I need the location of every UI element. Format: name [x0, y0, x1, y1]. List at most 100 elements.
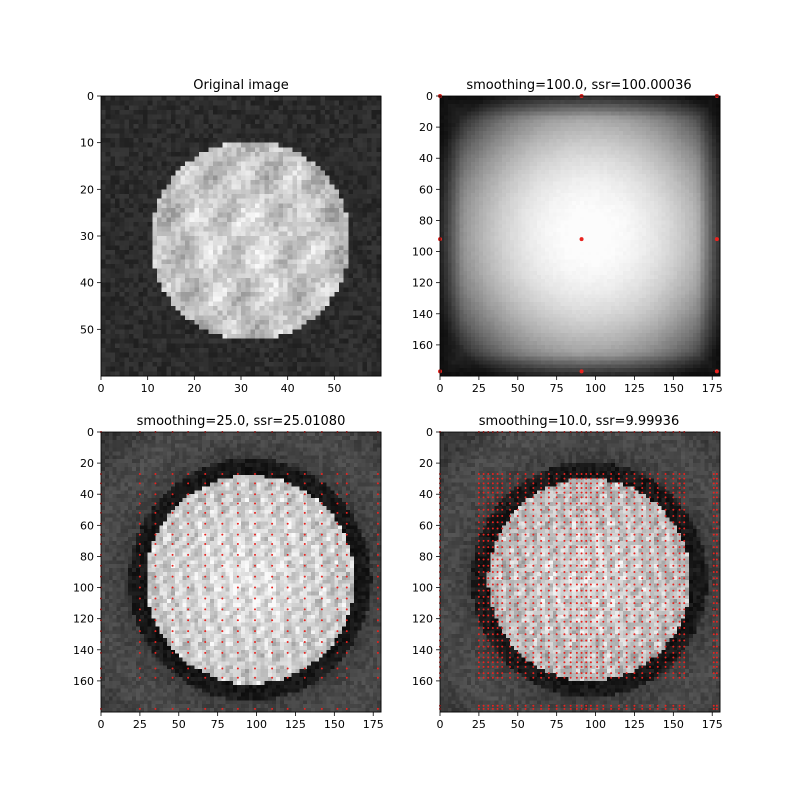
knot-point [221, 708, 223, 710]
knot-point [585, 652, 587, 654]
knot-point [483, 615, 485, 617]
knot-point [716, 621, 718, 623]
knot-point [556, 657, 558, 659]
knot-point [336, 597, 338, 599]
knot-point [346, 619, 348, 621]
knot-point [483, 515, 485, 517]
knot-point [501, 546, 503, 548]
knot-point [563, 540, 565, 542]
knot-point [618, 503, 620, 505]
knot-point [641, 571, 643, 573]
knot-point [509, 571, 511, 573]
knot-point [377, 543, 379, 545]
knot-point [641, 503, 643, 505]
knot-point [509, 496, 511, 498]
knot-point [581, 478, 583, 480]
knot-point [509, 473, 511, 475]
knot-point [610, 521, 612, 523]
knot-point [556, 627, 558, 629]
knot-point [254, 565, 256, 567]
knot-point [581, 521, 583, 523]
knot-point [596, 596, 598, 598]
knot-point [172, 708, 174, 710]
knot-point [672, 590, 674, 592]
knot-point [570, 627, 572, 629]
knot-point [563, 487, 565, 489]
knot-point [187, 534, 189, 536]
x-tick-label: 150 [324, 718, 345, 731]
knot-point [665, 627, 667, 629]
knot-point [321, 587, 323, 589]
knot-point [172, 554, 174, 556]
knot-point [626, 559, 628, 561]
knot-point [321, 667, 323, 669]
knot-point [377, 641, 379, 643]
knot-point [590, 509, 592, 511]
knot-point [540, 608, 542, 610]
knot-point [610, 672, 612, 674]
knot-point [596, 657, 598, 659]
knot-point [626, 621, 628, 623]
knot-point [304, 523, 306, 525]
knot-point [596, 627, 598, 629]
knot-point [649, 577, 651, 579]
knot-point [556, 615, 558, 617]
knot-point [187, 503, 189, 505]
knot-point [649, 559, 651, 561]
knot-point [581, 639, 583, 641]
knot-point [633, 590, 635, 592]
knot-point [221, 565, 223, 567]
knot-point [540, 657, 542, 659]
knot-point [501, 482, 503, 484]
knot-point [204, 493, 206, 495]
knot-point [610, 482, 612, 484]
knot-point [287, 708, 289, 710]
knot-point [570, 482, 572, 484]
knot-point [590, 646, 592, 648]
knot-point [626, 540, 628, 542]
knot-point [497, 492, 499, 494]
knot-point [596, 552, 598, 554]
knot-point [649, 496, 651, 498]
knot-point [154, 708, 156, 710]
knot-point [713, 633, 715, 635]
knot-point [602, 633, 604, 635]
knot-point [716, 666, 718, 668]
knot-point [683, 565, 685, 567]
knot-point [657, 583, 659, 585]
knot-point [576, 596, 578, 598]
knot-point [221, 576, 223, 578]
knot-point [581, 496, 583, 498]
knot-point [679, 590, 681, 592]
knot-point [336, 641, 338, 643]
knot-point [237, 473, 239, 475]
knot-point [570, 534, 572, 536]
knot-point [713, 608, 715, 610]
knot-point [492, 666, 494, 668]
knot-point [581, 546, 583, 548]
knot-point [581, 503, 583, 505]
knot-point [683, 482, 685, 484]
knot-point [716, 633, 718, 635]
knot-point [610, 540, 612, 542]
knot-point [610, 546, 612, 548]
knot-point [271, 587, 273, 589]
knot-point [204, 565, 206, 567]
knot-point [492, 534, 494, 536]
knot-point [509, 708, 511, 710]
knot-point [610, 487, 612, 489]
knot-point [492, 487, 494, 489]
knot-point [618, 571, 620, 573]
knot-point [525, 615, 527, 617]
knot-point [287, 641, 289, 643]
knot-point [501, 639, 503, 641]
knot-point [665, 577, 667, 579]
knot-point [602, 621, 604, 623]
knot-point [187, 565, 189, 567]
knot-point [657, 540, 659, 542]
knot-point [713, 583, 715, 585]
knot-point [540, 552, 542, 554]
knot-point [716, 473, 718, 475]
knot-point [563, 661, 565, 663]
knot-point [556, 482, 558, 484]
